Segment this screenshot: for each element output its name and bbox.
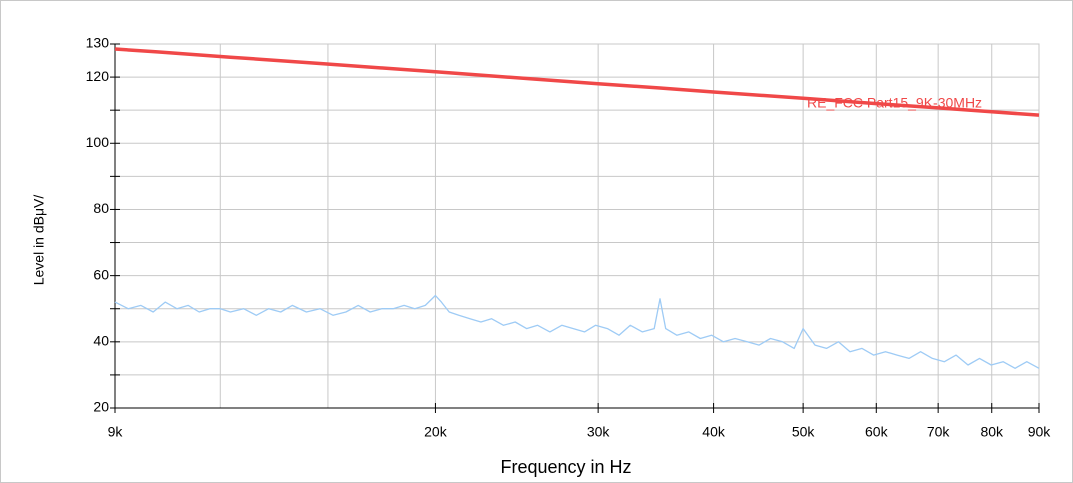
x-tick-label: 20k: [424, 424, 448, 440]
x-tick-label: 9k: [108, 424, 124, 440]
y-tick-label: 130: [86, 35, 110, 51]
x-tick-label: 90k: [1028, 424, 1052, 440]
data-line: [114, 47, 1040, 117]
y-tick-label: 80: [93, 200, 109, 216]
x-tick-label: 30k: [587, 424, 611, 440]
y-tick-label: 100: [86, 134, 110, 150]
y-axis-label: Level in dBμV/: [31, 195, 47, 286]
x-axis-label: Frequency in Hz: [500, 457, 631, 477]
limit-label: RE_FCC Part15_9K-30MHz: [807, 95, 982, 111]
x-tick-label: 80k: [980, 424, 1004, 440]
y-tick-label: 20: [93, 399, 109, 415]
x-tick-label: 60k: [865, 424, 889, 440]
x-tick-label: 40k: [702, 424, 726, 440]
y-tick-label: 120: [86, 68, 110, 84]
y-tick-label: 40: [93, 333, 109, 349]
x-tick-label: 70k: [927, 424, 951, 440]
y-tick-label: 60: [93, 266, 109, 282]
data-line: [114, 294, 1040, 369]
x-tick-label: 50k: [792, 424, 816, 440]
